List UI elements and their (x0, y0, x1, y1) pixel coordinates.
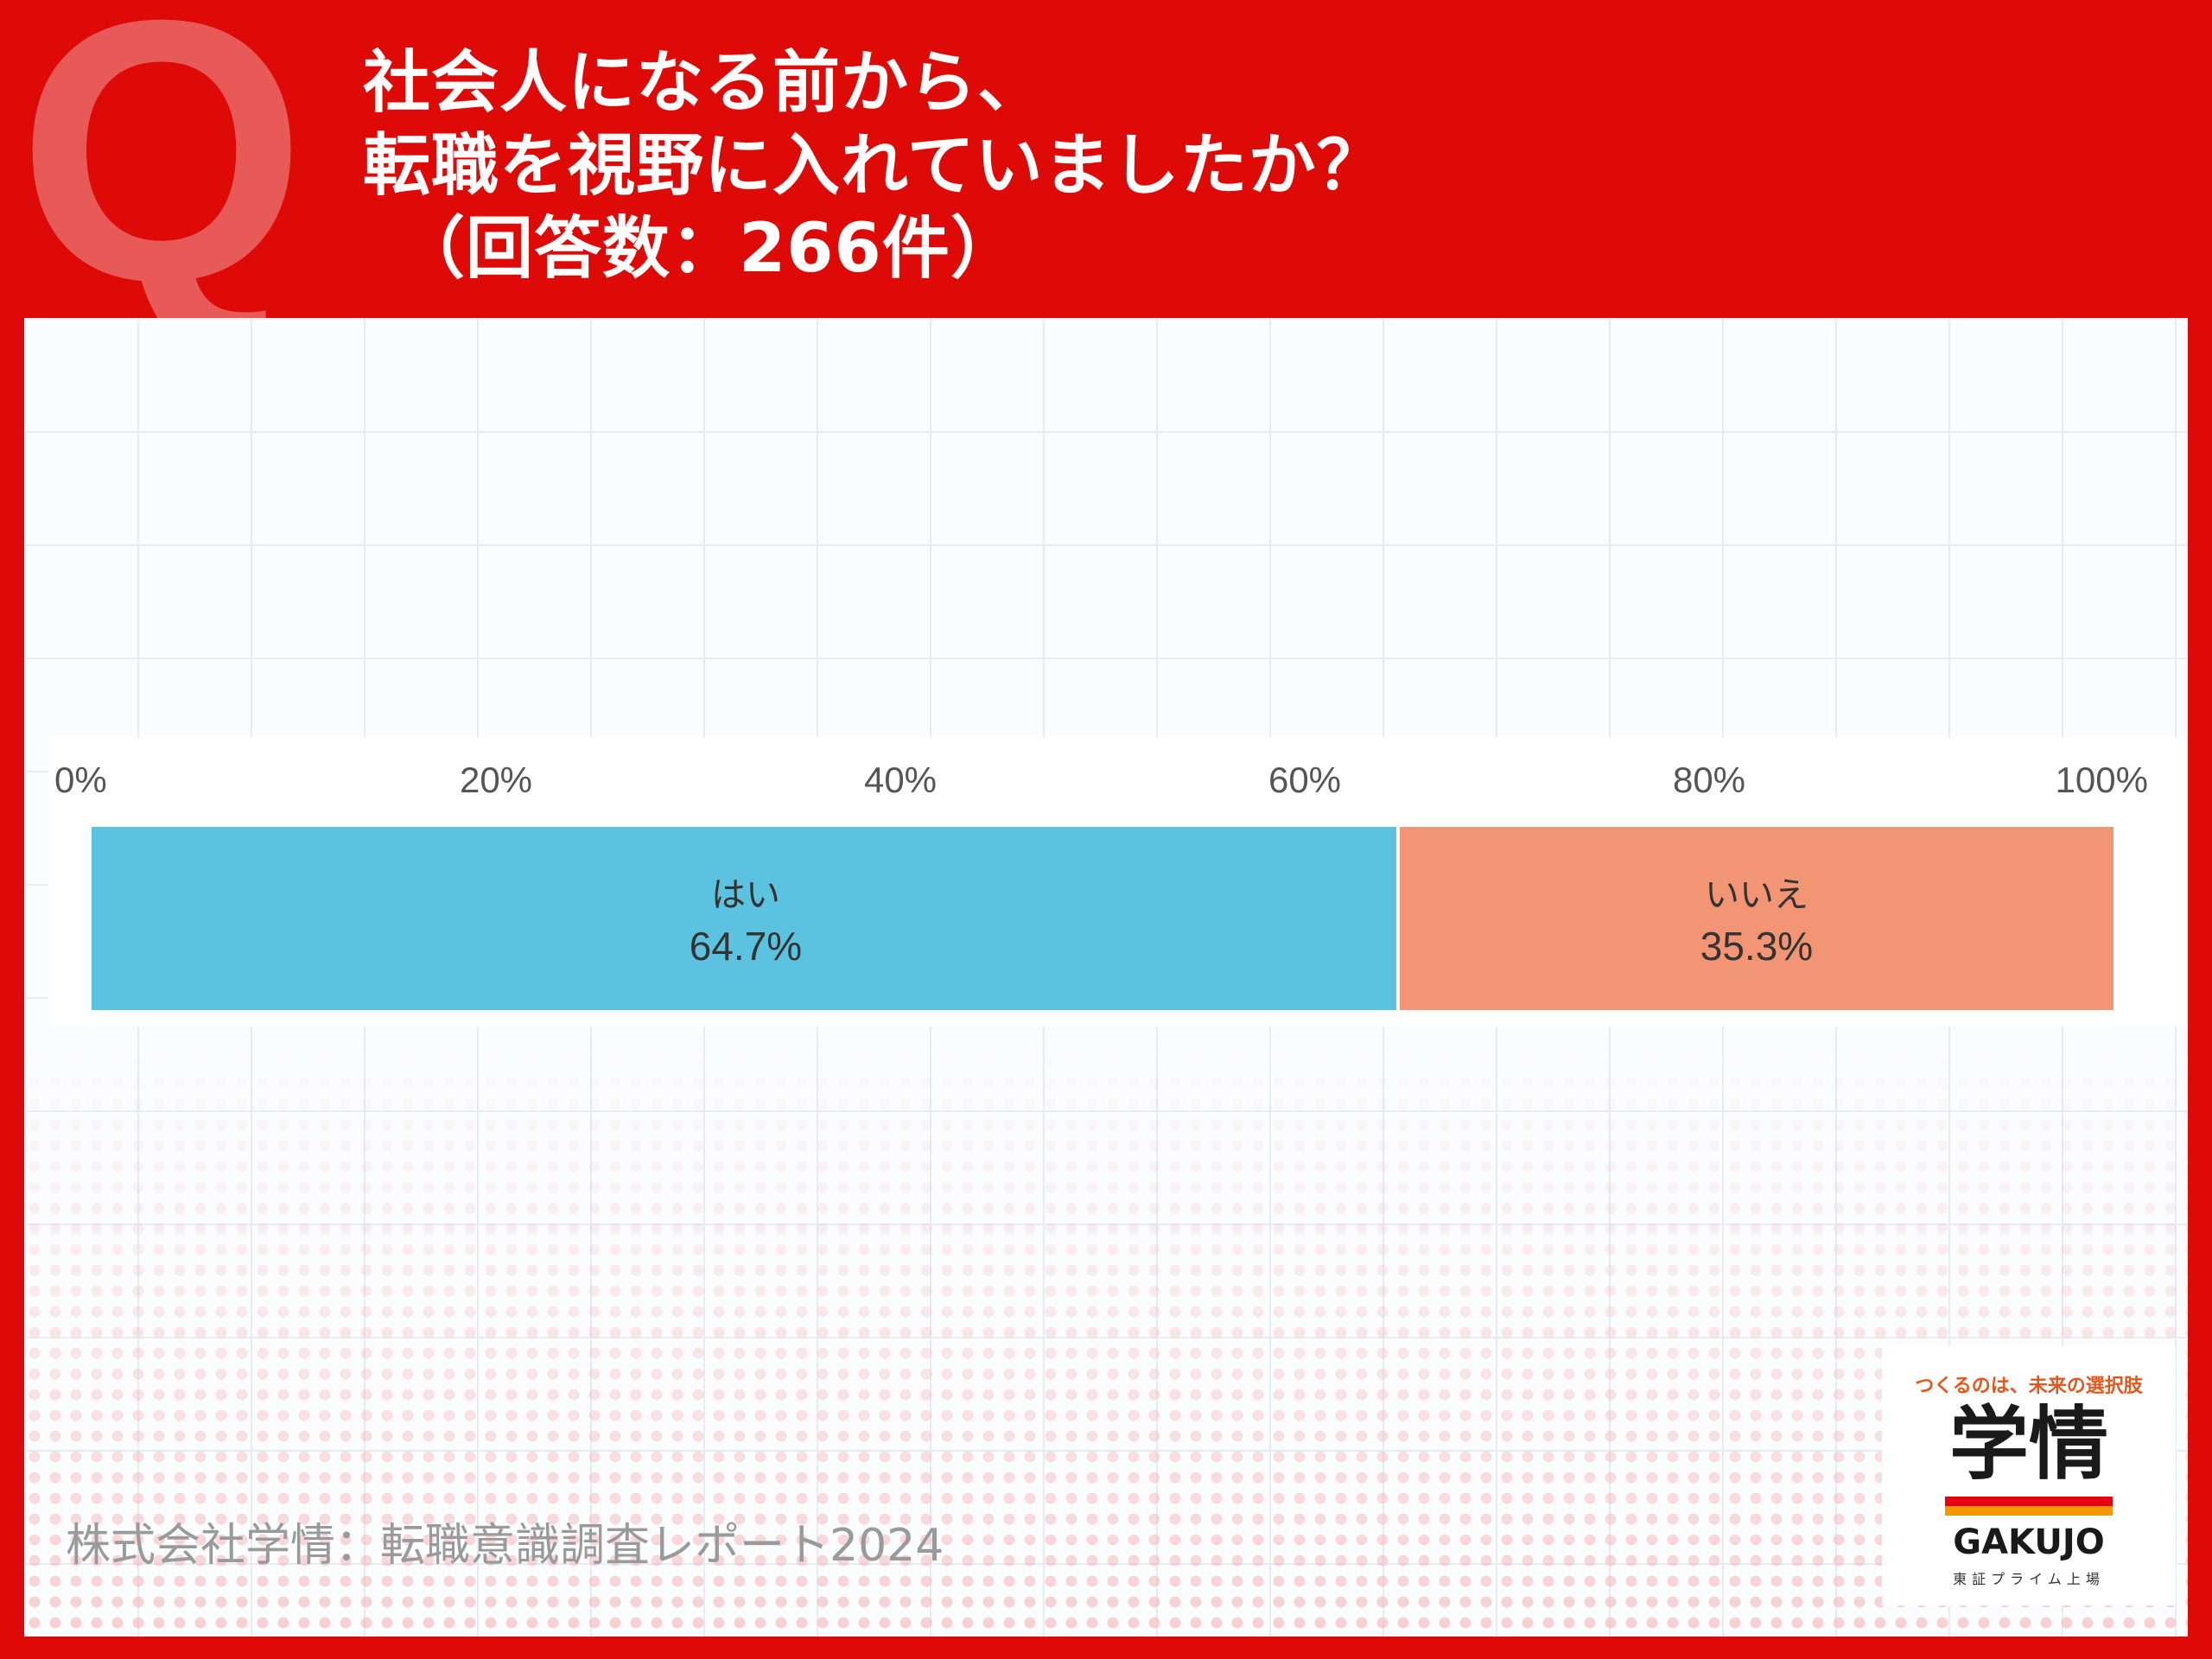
logo-brand-jp: 学情 (1948, 1398, 2108, 1491)
x-tick-label: 0% (54, 760, 107, 800)
x-tick-label: 100% (2056, 760, 2148, 800)
stacked-bar-chart: 0% 20% 40% 60% 80% 100% はい 64.7% いいえ 35.3% (54, 760, 2148, 1010)
q-mark: Q (17, 0, 307, 359)
bar-value-label: 64.7% (690, 924, 802, 969)
x-tick-label: 40% (864, 760, 937, 800)
bar-category-label: はい (711, 875, 780, 915)
bar-value-label: 35.3% (1700, 924, 1813, 969)
bar-segment-yes (92, 827, 1396, 1010)
logo-color-bar (1945, 1497, 2113, 1516)
bar-segment-no (1399, 827, 2113, 1010)
x-tick-label: 20% (460, 760, 532, 800)
dot-pattern-decoration (24, 1032, 2188, 1637)
title-line-1: 社会人になる前から、 (363, 44, 1046, 122)
bar-category-label: いいえ (1705, 875, 1808, 915)
x-tick-label: 80% (1673, 760, 1745, 800)
logo-listing: 東証プライム上場 (1953, 1571, 2105, 1587)
logo-brand-en: GAKUJO (1953, 1522, 2105, 1562)
title-response-count: （回答数：266件） (397, 210, 1019, 288)
chart-panel: 0% 20% 40% 60% 80% 100% はい 64.7% いいえ 35.3% 株式会社学情… (24, 318, 2188, 1637)
x-tick-label: 60% (1268, 760, 1341, 800)
logo-tagline: つくるのは、未来の選択肢 (1915, 1376, 2143, 1397)
gakujo-logo: つくるのは、未来の選択肢 学情 GAKUJO 東証プライム上場 (1882, 1346, 2176, 1605)
title-line-2: 転職を視野に入れていましたか？ (363, 127, 1385, 205)
chart-area: 0% 20% 40% 60% 80% 100% はい 64.7% いいえ 35.3% (48, 737, 2188, 1027)
source-note: 株式会社学情：転職意識調査レポート2024 (66, 1520, 944, 1572)
page-title: 社会人になる前から、 転職を視野に入れていましたか？ （回答数：266件） (363, 41, 1385, 290)
